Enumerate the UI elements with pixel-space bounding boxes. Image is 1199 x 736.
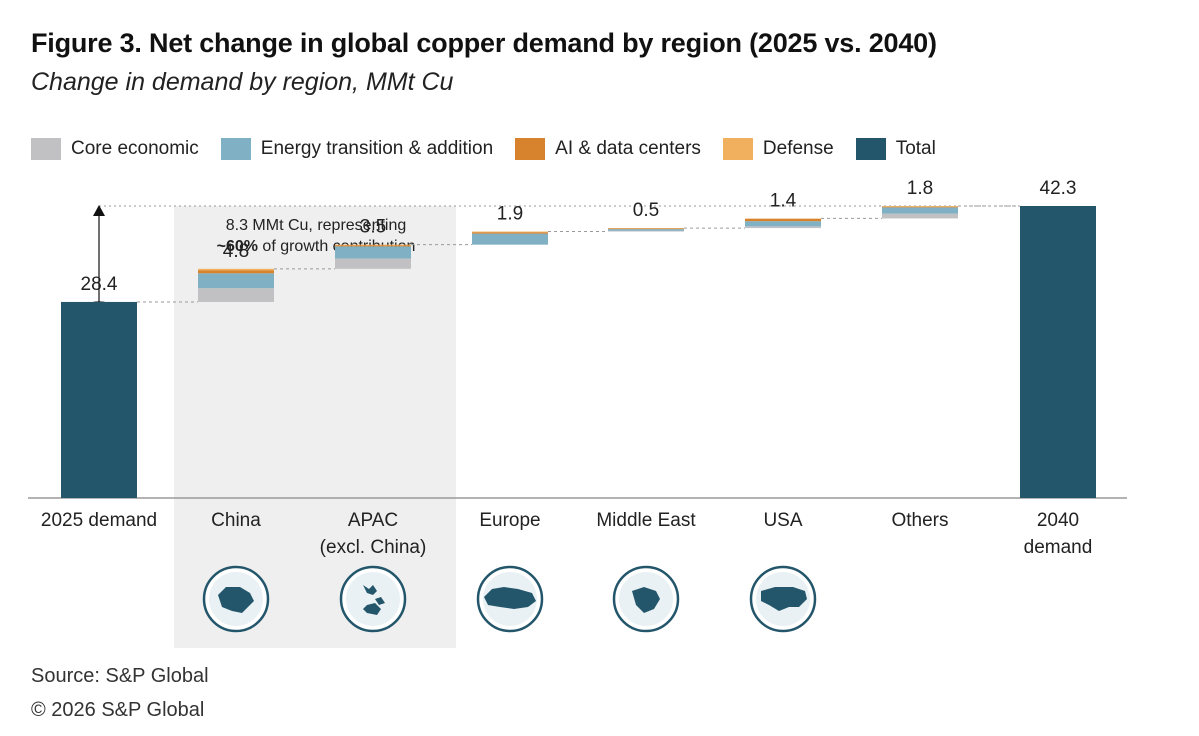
- bar-segment: [882, 207, 958, 214]
- legend-label: Total: [895, 138, 936, 159]
- category-label: 2040: [1037, 510, 1079, 531]
- bar-segment: [198, 270, 274, 274]
- bar-segment: [198, 288, 274, 302]
- legend-item-total: Total: [855, 138, 936, 160]
- bar-segment: [335, 245, 411, 247]
- bar-segment: [472, 231, 548, 233]
- middle-east-map-icon: [612, 565, 680, 633]
- legend-item-ai-data-centers: AI & data centers: [515, 138, 701, 160]
- chart-legend: Core economic Energy transition & additi…: [31, 138, 958, 160]
- legend-swatch: [31, 138, 61, 160]
- value-label: 42.3: [1040, 178, 1077, 199]
- region-shape: [218, 587, 254, 613]
- bar-segment: [335, 246, 411, 259]
- apac-map-icon: [339, 565, 407, 633]
- bar-segment: [335, 258, 411, 269]
- legend-swatch: [220, 138, 251, 160]
- china-map-icon: [202, 565, 270, 633]
- bar-segment: [472, 232, 548, 234]
- region-shape: [484, 587, 536, 609]
- category-label: 2025 demand: [41, 510, 157, 531]
- legend-label: AI & data centers: [555, 138, 701, 159]
- bar-total: [61, 301, 137, 498]
- highlight-annotation-line1: 8.3 MMt Cu, representing: [226, 217, 407, 234]
- category-label: demand: [1024, 537, 1093, 558]
- value-label: 4.8: [223, 241, 249, 262]
- legend-item-defense: Defense: [722, 138, 834, 160]
- value-label: 1.4: [770, 190, 797, 211]
- value-label: 1.9: [497, 204, 523, 225]
- legend-label: Core economic: [71, 138, 199, 159]
- legend-swatch: [855, 138, 886, 160]
- category-label: Others: [891, 510, 948, 531]
- legend-swatch: [722, 138, 753, 160]
- legend-label: Defense: [762, 138, 834, 159]
- legend-swatch: [515, 138, 546, 160]
- value-label: 1.8: [907, 178, 933, 199]
- value-label: 28.4: [81, 274, 118, 295]
- europe-map-icon: [476, 565, 544, 633]
- usa-map-icon: [749, 565, 817, 633]
- bar-segment: [198, 273, 274, 289]
- globe-fill: [346, 572, 400, 626]
- bar-segment: [198, 268, 274, 271]
- chart-subtitle: Change in demand by region, MMt Cu: [31, 68, 454, 96]
- category-label: (excl. China): [320, 537, 427, 558]
- category-label: Middle East: [596, 510, 696, 531]
- bar-segment: [882, 206, 958, 207]
- bar-total: [1020, 206, 1096, 498]
- source-note: Source: S&P Global: [31, 665, 209, 687]
- region-shape: [363, 585, 385, 615]
- bar-segment: [882, 206, 958, 208]
- bar-segment: [745, 218, 821, 222]
- value-label: 3.5: [360, 217, 386, 238]
- category-label: APAC: [348, 510, 398, 531]
- growth-arrowhead: [93, 205, 105, 216]
- bar-segment: [745, 226, 821, 229]
- legend-item-energy-transition: Energy transition & addition: [220, 138, 494, 160]
- bar-segment: [608, 229, 684, 231]
- bar-segment: [882, 213, 958, 219]
- bar-segment: [335, 244, 411, 246]
- bar-segment: [608, 228, 684, 230]
- category-label: China: [211, 510, 261, 531]
- value-label: 0.5: [633, 200, 659, 221]
- bar-segment: [472, 233, 548, 245]
- region-shape: [632, 587, 660, 613]
- chart-title: Figure 3. Net change in global copper de…: [31, 28, 937, 58]
- category-label: Europe: [479, 510, 540, 531]
- bar-segment: [745, 221, 821, 227]
- region-shape: [761, 587, 807, 611]
- bar-segment: [608, 230, 684, 232]
- copyright-note: © 2026 S&P Global: [31, 699, 205, 721]
- legend-label: Energy transition & addition: [260, 138, 494, 159]
- legend-item-core-economic: Core economic: [31, 138, 199, 160]
- category-label: USA: [763, 510, 802, 531]
